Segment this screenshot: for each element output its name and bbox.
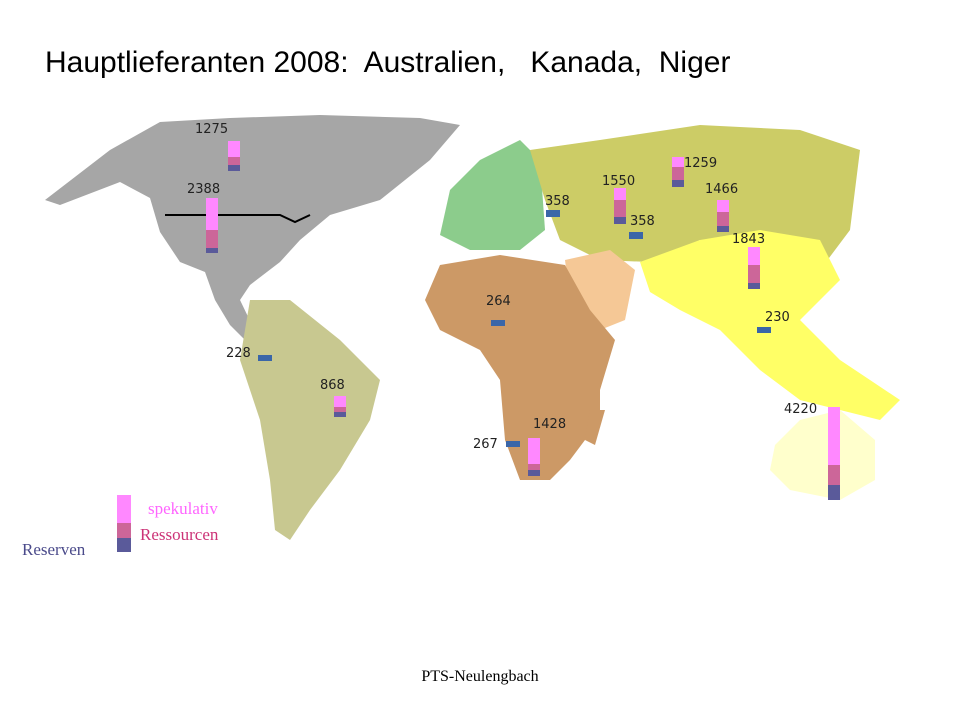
- bar-segment: [206, 230, 218, 248]
- value-label: 868: [320, 378, 345, 393]
- value-label: 264: [486, 294, 511, 309]
- uranium-labels: 1275 2388 358 1550 1259 1466 358 1843 264 230 228 8…: [187, 122, 817, 452]
- bar-segment: [528, 470, 540, 476]
- bar-segment: [258, 355, 272, 361]
- value-label: 267: [473, 437, 498, 452]
- bar-segment: [614, 217, 626, 224]
- world-map: [45, 115, 900, 540]
- bar-segment: [206, 248, 218, 253]
- value-label: 358: [545, 194, 570, 209]
- bar-segment: [528, 438, 540, 464]
- bar-segment: [491, 320, 505, 326]
- bar-segment: [334, 412, 346, 417]
- bar-segment: [228, 141, 240, 157]
- legend-label: Reserven: [22, 540, 86, 559]
- bar-segment: [717, 200, 729, 212]
- value-label: 1259: [684, 156, 717, 171]
- bar-segment: [828, 465, 840, 485]
- legend: spekulativ Ressourcen Reserven: [22, 495, 219, 559]
- value-label: 1428: [533, 417, 566, 432]
- footer: PTS-Neulengbach: [421, 668, 538, 685]
- bar-segment: [828, 485, 840, 500]
- title: Hauptlieferanten 2008: Australien, Kanad…: [45, 46, 730, 79]
- legend-label: spekulativ: [148, 499, 218, 518]
- bar-segment: [757, 327, 771, 333]
- bar-segment: [334, 407, 346, 412]
- bar-segment: [228, 165, 240, 171]
- value-label: 1550: [602, 174, 635, 189]
- bar-segment: [717, 226, 729, 232]
- value-label: 4220: [784, 402, 817, 417]
- value-label: 358: [630, 214, 655, 229]
- bar-segment: [506, 441, 520, 447]
- bar-segment: [334, 396, 346, 407]
- bar-segment: [748, 265, 760, 283]
- bar-segment: [672, 167, 684, 180]
- value-label: 2388: [187, 182, 220, 197]
- legend-label: Ressourcen: [140, 525, 219, 544]
- bar-segment: [629, 232, 643, 239]
- value-label: 228: [226, 346, 251, 361]
- value-label: 1466: [705, 182, 738, 197]
- bar-segment: [748, 283, 760, 289]
- value-label: 230: [765, 310, 790, 325]
- uranium-bars: [206, 141, 840, 500]
- bar-segment: [206, 198, 218, 230]
- value-label: 1843: [732, 232, 765, 247]
- bar-segment: [546, 210, 560, 217]
- bar-segment: [528, 464, 540, 470]
- bar-segment: [828, 407, 840, 465]
- bar-segment: [672, 180, 684, 187]
- bar-segment: [228, 157, 240, 165]
- bar-segment: [672, 157, 684, 167]
- value-label: 1275: [195, 122, 228, 137]
- bar-segment: [614, 188, 626, 200]
- bar-segment: [614, 200, 626, 217]
- bar-segment: [717, 212, 729, 226]
- bar-segment: [748, 247, 760, 265]
